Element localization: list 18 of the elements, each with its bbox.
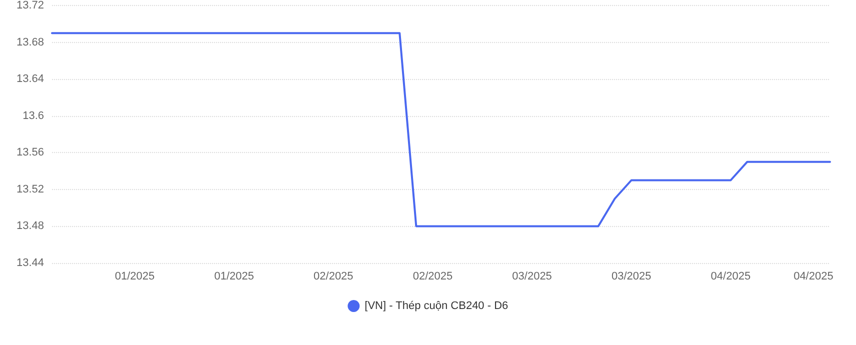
y-tick-label: 13.68 [16,36,44,48]
y-tick-label: 13.48 [16,220,44,232]
x-tick-label: 03/2025 [611,270,652,282]
line-series [51,32,831,228]
y-tick-label: 13.56 [16,146,44,159]
y-tick-label: 13.6 [22,110,44,122]
x-tick-label: 01/2025 [214,270,254,282]
x-tick-label: 03/2025 [512,270,552,282]
legend-label: [VN] - Thép cuộn CB240 - D6 [364,300,508,312]
y-tick-label: 13.52 [16,183,44,196]
y-tick-label: 13.64 [16,73,44,86]
x-tick-label: 02/2025 [412,270,453,282]
y-tick-label: 13.72 [16,0,44,12]
x-tick-label: 04/2025 [794,270,834,282]
x-tick-label: 01/2025 [114,270,155,282]
x-tick-label: 04/2025 [710,270,751,282]
x-tick-label: 02/2025 [314,270,354,282]
y-tick-label: 13.44 [16,257,44,269]
